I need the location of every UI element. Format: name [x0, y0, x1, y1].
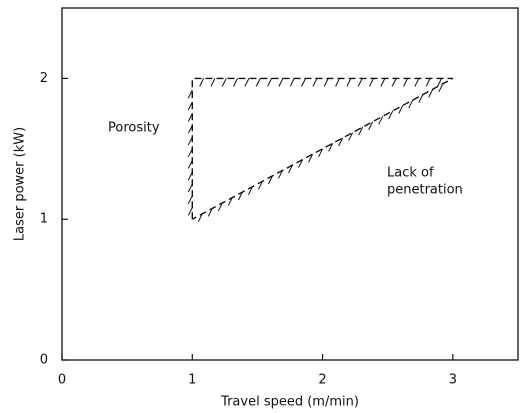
hatch	[388, 110, 394, 120]
hatch	[187, 101, 193, 111]
hatch	[217, 202, 223, 212]
hatch	[425, 78, 431, 87]
hatch	[187, 125, 193, 134]
y-tick-label: 0	[40, 353, 48, 368]
hatch	[348, 132, 354, 141]
annotation: penetration	[387, 183, 463, 198]
hatch	[268, 175, 273, 185]
hatch	[338, 137, 344, 147]
y-tick-label: 1	[40, 212, 48, 227]
x-tick-label: 3	[449, 373, 457, 388]
hatch	[187, 148, 193, 158]
hatch	[187, 89, 193, 99]
hatch	[308, 153, 313, 163]
hatch	[346, 78, 352, 87]
hatch	[414, 78, 420, 87]
hatch	[369, 78, 375, 87]
hatch	[378, 116, 384, 125]
hatch	[298, 159, 303, 168]
hatch	[428, 89, 434, 98]
hatch	[221, 78, 227, 87]
hatch	[391, 78, 397, 87]
hatch	[357, 78, 363, 87]
x-tick-label: 0	[58, 373, 66, 388]
hatch	[289, 78, 295, 87]
hatch	[437, 78, 442, 87]
hatch	[312, 78, 318, 87]
hatch	[358, 126, 364, 136]
hatch	[207, 208, 213, 217]
hatch	[408, 99, 414, 109]
hatch	[278, 78, 284, 87]
hatch	[247, 186, 253, 195]
hatch	[267, 78, 273, 87]
hatch	[187, 183, 193, 193]
hatch	[210, 78, 216, 87]
hatch	[380, 78, 386, 87]
hatch	[335, 78, 341, 87]
y-tick-label: 2	[40, 71, 48, 86]
boundary-line	[191, 77, 454, 220]
annotation: Lack of	[387, 166, 434, 181]
hatch	[233, 78, 239, 87]
hatch	[244, 78, 250, 87]
hatch	[288, 164, 293, 174]
hatch	[237, 191, 243, 201]
x-tick-label: 2	[318, 373, 326, 388]
hatch	[199, 78, 205, 87]
hatch	[278, 170, 283, 179]
hatch	[257, 181, 263, 190]
hatch	[403, 78, 408, 87]
hatch	[368, 121, 374, 130]
hatch	[418, 94, 424, 103]
hatch	[301, 78, 307, 87]
hatch	[197, 213, 203, 223]
x-tick-label: 1	[188, 373, 196, 388]
hatch	[323, 78, 329, 87]
hatch	[318, 148, 324, 158]
hatch	[187, 160, 193, 169]
hatch	[227, 197, 233, 206]
annotation: Porosity	[108, 121, 160, 136]
x-axis-label: Travel speed (m/min)	[220, 395, 359, 410]
hatch	[328, 143, 334, 152]
hatch	[187, 195, 193, 204]
hatch	[187, 207, 193, 216]
hatch	[187, 113, 193, 122]
hatch	[187, 136, 193, 146]
y-axis-label: Laser power (kW)	[13, 127, 28, 241]
hatch	[255, 78, 261, 87]
hatch	[187, 172, 193, 181]
hatch	[398, 105, 404, 114]
hatch	[438, 83, 444, 93]
plot-frame	[61, 7, 519, 361]
